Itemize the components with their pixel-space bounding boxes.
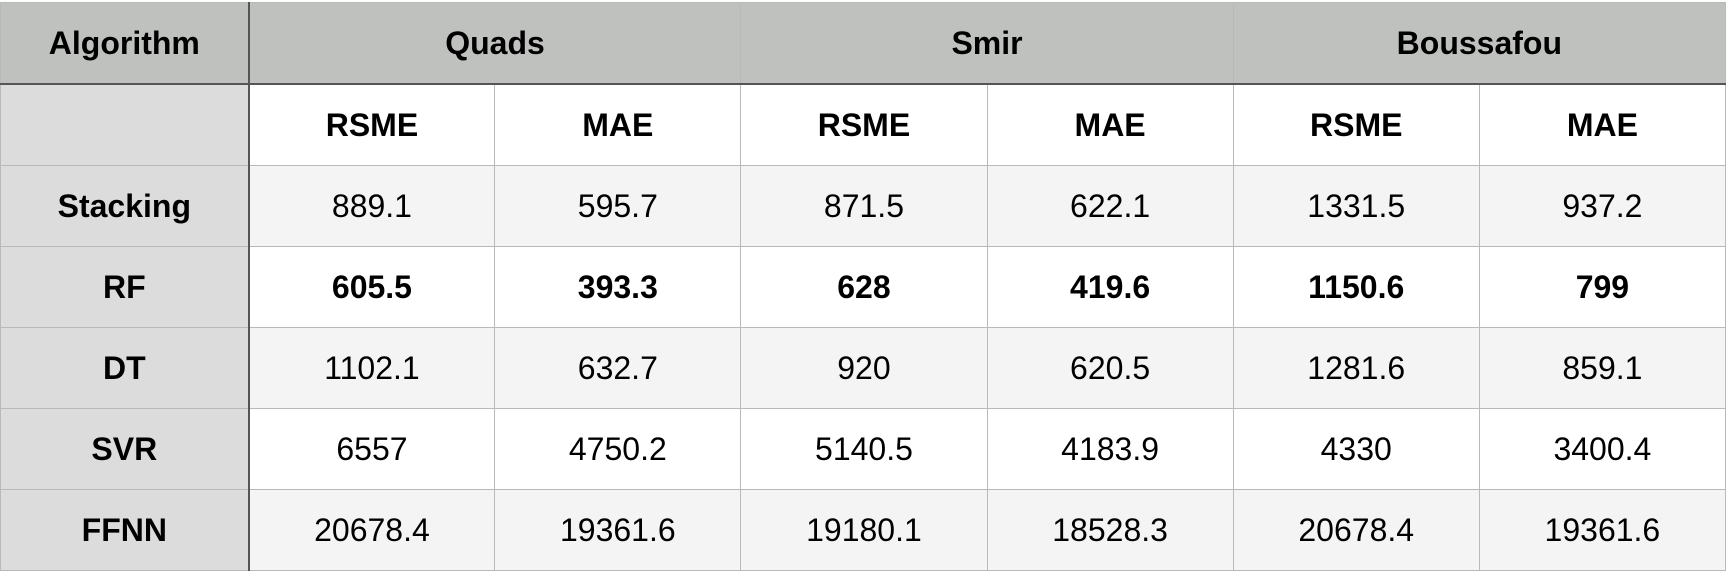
metric-header-empty-cell — [0, 83, 250, 166]
algorithm-header: Algorithm — [0, 2, 250, 85]
table-cell: 632.7 — [494, 327, 742, 409]
row-label-rf: RF — [0, 246, 250, 328]
table-cell: 5140.5 — [740, 408, 988, 490]
table-cell: 20678.4 — [248, 489, 496, 571]
table-cell: 3400.4 — [1478, 408, 1727, 490]
table-row-svr: SVR 6557 4750.2 5140.5 4183.9 4330 3400.… — [0, 408, 1727, 490]
table-cell: 1150.6 — [1232, 246, 1480, 328]
table-row-ffnn: FFNN 20678.4 19361.6 19180.1 18528.3 206… — [0, 489, 1727, 571]
table-cell: 937.2 — [1478, 165, 1727, 247]
metric-header-smir-mae: MAE — [986, 83, 1234, 166]
table-cell: 6557 — [248, 408, 496, 490]
table-cell: 859.1 — [1478, 327, 1727, 409]
metric-header-quads-rsme: RSME — [248, 83, 496, 166]
row-label-stacking: Stacking — [0, 165, 250, 247]
table-cell: 19180.1 — [740, 489, 988, 571]
table-row-stacking: Stacking 889.1 595.7 871.5 622.1 1331.5 … — [0, 165, 1727, 247]
metric-header-quads-mae: MAE — [494, 83, 742, 166]
group-header-quads: Quads — [248, 2, 742, 85]
table-cell: 4330 — [1232, 408, 1480, 490]
table-cell: 1102.1 — [248, 327, 496, 409]
table-cell: 19361.6 — [494, 489, 742, 571]
group-header-row: Algorithm Quads Smir Boussafou — [0, 2, 1727, 85]
table-cell: 419.6 — [986, 246, 1234, 328]
row-label-dt: DT — [0, 327, 250, 409]
table-cell: 628 — [740, 246, 988, 328]
table-cell: 920 — [740, 327, 988, 409]
metric-header-row: RSME MAE RSME MAE RSME MAE — [0, 83, 1727, 166]
table-cell: 620.5 — [986, 327, 1234, 409]
table-cell: 799 — [1478, 246, 1727, 328]
table-cell: 4183.9 — [986, 408, 1234, 490]
table-row-dt: DT 1102.1 632.7 920 620.5 1281.6 859.1 — [0, 327, 1727, 409]
table-cell: 889.1 — [248, 165, 496, 247]
table-row-rf: RF 605.5 393.3 628 419.6 1150.6 799 — [0, 246, 1727, 328]
table-cell: 20678.4 — [1232, 489, 1480, 571]
table-cell: 622.1 — [986, 165, 1234, 247]
group-header-smir: Smir — [740, 2, 1234, 85]
metric-header-boussafou-mae: MAE — [1478, 83, 1727, 166]
table-cell: 1331.5 — [1232, 165, 1480, 247]
table-cell: 18528.3 — [986, 489, 1234, 571]
table-cell: 871.5 — [740, 165, 988, 247]
table-cell: 1281.6 — [1232, 327, 1480, 409]
table-cell: 393.3 — [494, 246, 742, 328]
table-cell: 19361.6 — [1478, 489, 1727, 571]
table-cell: 595.7 — [494, 165, 742, 247]
metric-header-boussafou-rsme: RSME — [1232, 83, 1480, 166]
row-label-svr: SVR — [0, 408, 250, 490]
row-label-ffnn: FFNN — [0, 489, 250, 571]
metric-header-smir-rsme: RSME — [740, 83, 988, 166]
table-cell: 605.5 — [248, 246, 496, 328]
table-cell: 4750.2 — [494, 408, 742, 490]
group-header-boussafou: Boussafou — [1232, 2, 1727, 85]
